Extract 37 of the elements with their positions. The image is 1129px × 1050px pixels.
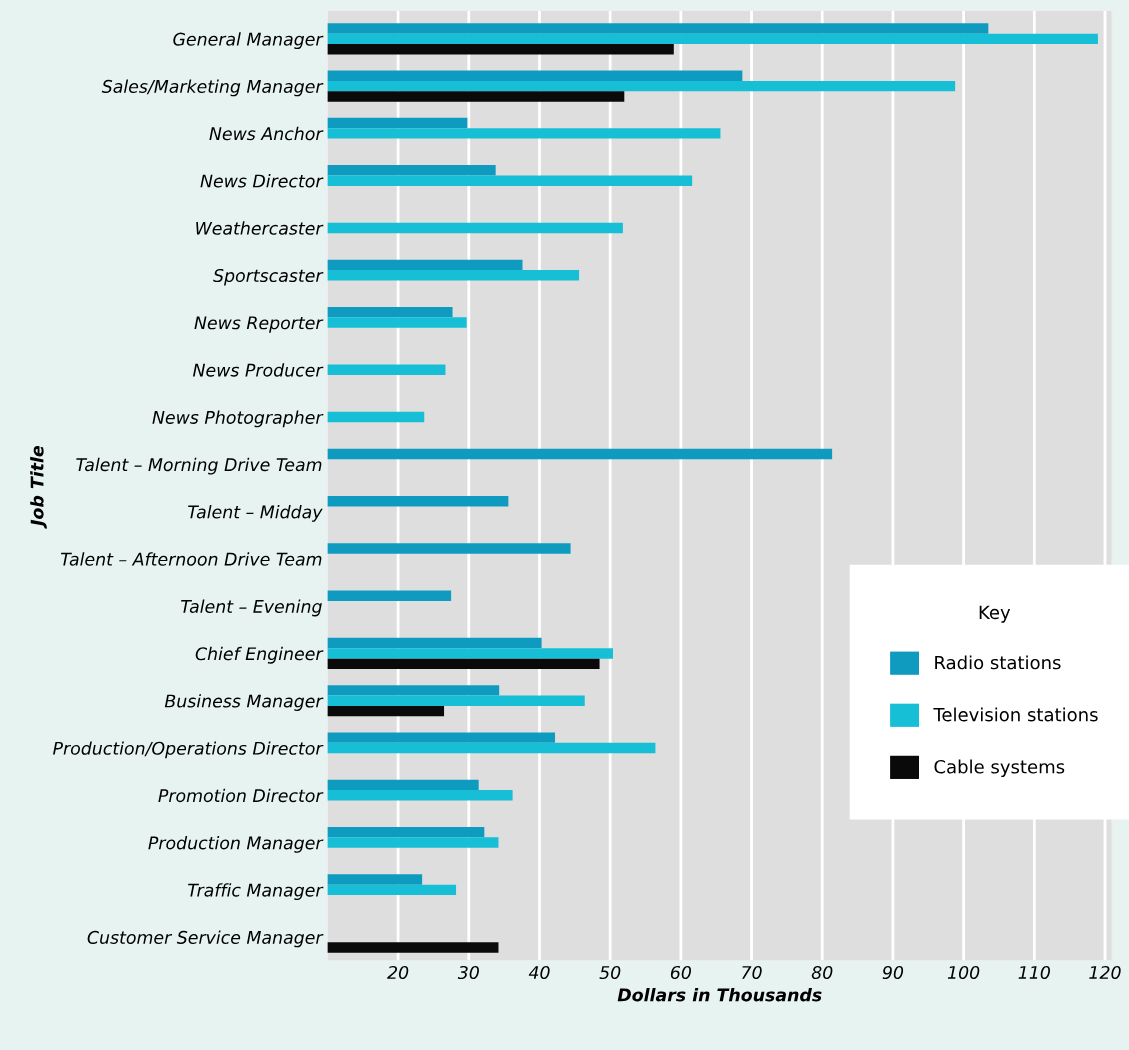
- x-tick-label: 100: [947, 965, 980, 980]
- y-tick-label: Production/Operations Director: [53, 741, 324, 759]
- y-tick-label: General Manager: [173, 32, 324, 50]
- y-tick-label: Sales/Marketing Manager: [101, 79, 324, 97]
- y-tick-label: News Reporter: [194, 316, 324, 333]
- x-tick-label: 90: [882, 965, 904, 980]
- y-tick-label: Production Manager: [148, 835, 324, 853]
- x-tick-label: 60: [670, 965, 692, 980]
- y-tick-label: News Producer: [192, 363, 324, 377]
- x-tick-label: 20: [387, 965, 409, 980]
- y-tick-label: Chief Engineer: [195, 646, 324, 664]
- x-tick-label: 70: [742, 965, 762, 980]
- y-tick-label: Customer Service Manager: [87, 930, 324, 948]
- legend-label: Cable systems: [934, 759, 1065, 778]
- x-axis-title: Dollars in Thousands: [617, 987, 822, 1002]
- y-axis-title: Job Title: [30, 445, 47, 529]
- y-tick-label: Traffic Manager: [188, 883, 324, 901]
- legend-title: Key: [979, 605, 1011, 623]
- y-tick-label: Weathercaster: [196, 221, 324, 235]
- x-tick-label: 30: [457, 965, 479, 980]
- x-tick-label: 120: [1089, 965, 1121, 980]
- y-tick-label: News Director: [200, 174, 324, 188]
- y-tick-label: Sportscaster: [213, 268, 324, 286]
- y-tick-label: Business Manager: [164, 694, 324, 711]
- legend-label: Radio stations: [935, 655, 1061, 670]
- x-tick-label: 80: [811, 965, 833, 980]
- x-tick-label: 50: [599, 965, 621, 980]
- x-tick-label: 40: [528, 965, 550, 980]
- y-tick-label: Talent – Evening: [181, 599, 322, 617]
- y-tick-label: Talent – Midday: [188, 505, 323, 522]
- x-tick-label: 110: [1018, 965, 1050, 980]
- y-tick-label: News Photographer: [152, 410, 324, 428]
- y-tick-label: Promotion Director: [158, 788, 324, 803]
- y-tick-label: Talent – Morning Drive Team: [76, 457, 322, 475]
- y-tick-label: Talent – Afternoon Drive Team: [60, 552, 322, 566]
- y-tick-label: News Anchor: [209, 126, 324, 141]
- legend-label: Television stations: [933, 707, 1098, 722]
